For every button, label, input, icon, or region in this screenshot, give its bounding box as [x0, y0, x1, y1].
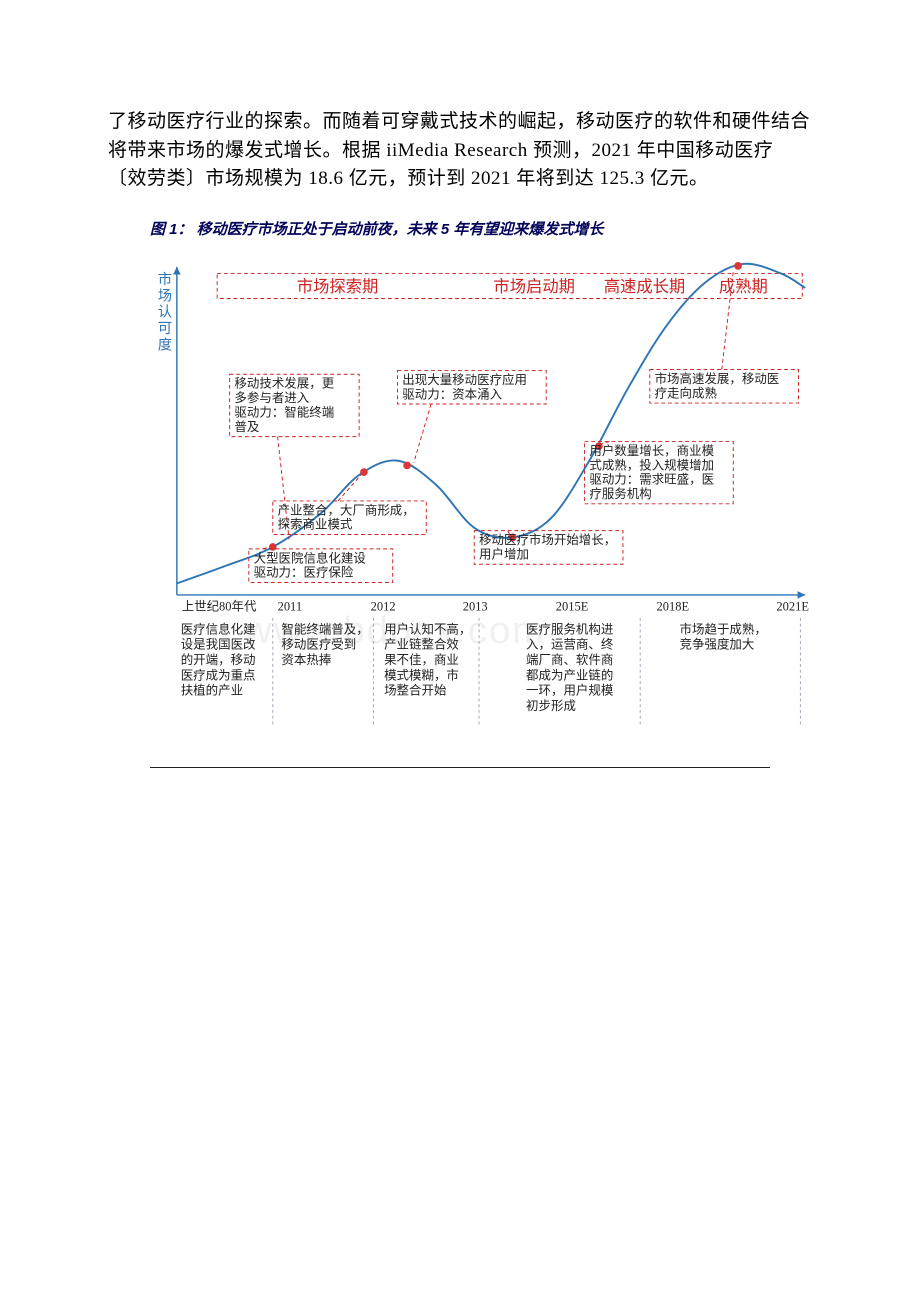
- svg-text:移动技术发展，更: 移动技术发展，更: [234, 375, 334, 390]
- y-axis-label: 市: [158, 271, 172, 288]
- annotation: 大型医院信息化建设驱动力：医疗保险: [249, 546, 393, 581]
- chart-container: www.bdocx.com市场认可度市场探索期市场启动期高速成长期成熟期移动技术…: [150, 249, 770, 768]
- phase-label: 成熟期: [719, 276, 768, 295]
- y-axis-arrow: [173, 266, 181, 274]
- curve-marker: [360, 468, 368, 476]
- x-tick-label: 2011: [278, 599, 302, 613]
- svg-text:探索商业模式: 探索商业模式: [278, 516, 353, 531]
- svg-text:产业整合，大厂商形成，: 产业整合，大厂商形成，: [278, 502, 415, 517]
- below-desc: 医疗成为重点: [181, 667, 256, 682]
- below-desc: 入，运营商、终: [526, 636, 614, 651]
- x-tick-label: 2015E: [556, 599, 589, 613]
- below-desc: 端厂商、软件商: [526, 652, 613, 667]
- y-axis-label: 可: [158, 321, 172, 337]
- svg-text:大型医院信息化建设: 大型医院信息化建设: [254, 550, 366, 565]
- lifecycle-chart: www.bdocx.com市场认可度市场探索期市场启动期高速成长期成熟期移动技术…: [150, 249, 810, 749]
- svg-text:式成熟，投入规模增加: 式成熟，投入规模增加: [589, 457, 714, 472]
- below-desc: 医疗信息化建: [181, 621, 256, 636]
- svg-text:疗走向成熟: 疗走向成熟: [655, 385, 718, 400]
- svg-text:疗服务机构: 疗服务机构: [589, 486, 651, 501]
- phase-label: 市场探索期: [297, 276, 378, 295]
- x-tick-label: 2012: [371, 599, 396, 613]
- below-desc: 初步形成: [526, 699, 576, 713]
- svg-text:用户数量增长，商业模: 用户数量增长，商业模: [589, 442, 714, 457]
- svg-text:普及: 普及: [234, 419, 259, 433]
- annotation: 出现大量移动医疗应用驱动力：资本涌入: [398, 370, 547, 462]
- x-tick-label: 2013: [463, 599, 488, 613]
- svg-text:驱动力：医疗保险: 驱动力：医疗保险: [254, 564, 354, 579]
- curve-marker: [403, 461, 411, 469]
- below-desc: 模式模糊，市: [384, 667, 459, 682]
- x-tick-label: 上世纪80年代: [182, 599, 257, 613]
- below-desc: 都成为产业链的: [526, 667, 613, 682]
- svg-text:出现大量移动医疗应用: 出现大量移动医疗应用: [402, 371, 527, 386]
- svg-text:移动医疗市场开始增长，: 移动医疗市场开始增长，: [479, 532, 616, 547]
- below-desc: 一环，用户规模: [526, 682, 614, 697]
- body-paragraph: 了移动医疗行业的探索。而随着可穿戴式技术的崛起，移动医疗的软件和硬件结合将带来市…: [108, 108, 812, 194]
- x-tick-label: 2018E: [657, 599, 690, 613]
- svg-text:驱动力：需求旺盛，医: 驱动力：需求旺盛，医: [589, 471, 714, 486]
- below-desc: 果不佳，商业: [384, 652, 459, 667]
- svg-text:多参与者进入: 多参与者进入: [234, 390, 309, 405]
- below-desc: 设是我国医改: [181, 636, 256, 651]
- phase-label: 市场启动期: [493, 276, 574, 295]
- phase-label: 高速成长期: [604, 276, 685, 295]
- svg-text:市场高速发展，移动医: 市场高速发展，移动医: [655, 370, 780, 385]
- y-axis-label: 度: [158, 336, 172, 353]
- below-desc: 的开端，移动: [181, 652, 256, 667]
- below-desc: 产业链整合效: [384, 636, 459, 651]
- below-desc: 场整合开始: [384, 682, 447, 697]
- below-desc: 医疗服务机构进: [526, 621, 614, 636]
- svg-text:驱动力：资本涌入: 驱动力：资本涌入: [402, 386, 502, 401]
- curve-marker: [734, 262, 742, 270]
- x-tick-label: 2021E: [776, 599, 809, 613]
- x-axis-arrow: [798, 591, 806, 599]
- y-axis-label: 认: [158, 303, 172, 320]
- figure-caption: 图 1： 移动医疗市场正处于启动前夜，未来 5 年有望迎来爆发式增长: [150, 218, 812, 239]
- below-desc: 竞争强度加大: [680, 636, 755, 651]
- svg-text:驱动力：智能终端: 驱动力：智能终端: [234, 404, 334, 419]
- annotation: 用户数量增长，商业模式成熟，投入规模增加驱动力：需求旺盛，医疗服务机构: [585, 441, 734, 503]
- below-desc: 用户认知不高，: [384, 621, 471, 636]
- svg-text:用户增加: 用户增加: [479, 546, 529, 561]
- below-desc: 市场趋于成熟，: [680, 621, 767, 636]
- below-desc: 资本热捧: [281, 653, 331, 667]
- annotation: 移动医疗市场开始增长，用户增加: [474, 530, 623, 564]
- curve-marker: [269, 543, 277, 551]
- below-desc: 智能终端普及，: [281, 621, 368, 636]
- below-desc: 移动医疗受到: [281, 637, 356, 651]
- y-axis-label: 场: [158, 287, 172, 304]
- below-desc: 扶植的产业: [181, 682, 243, 697]
